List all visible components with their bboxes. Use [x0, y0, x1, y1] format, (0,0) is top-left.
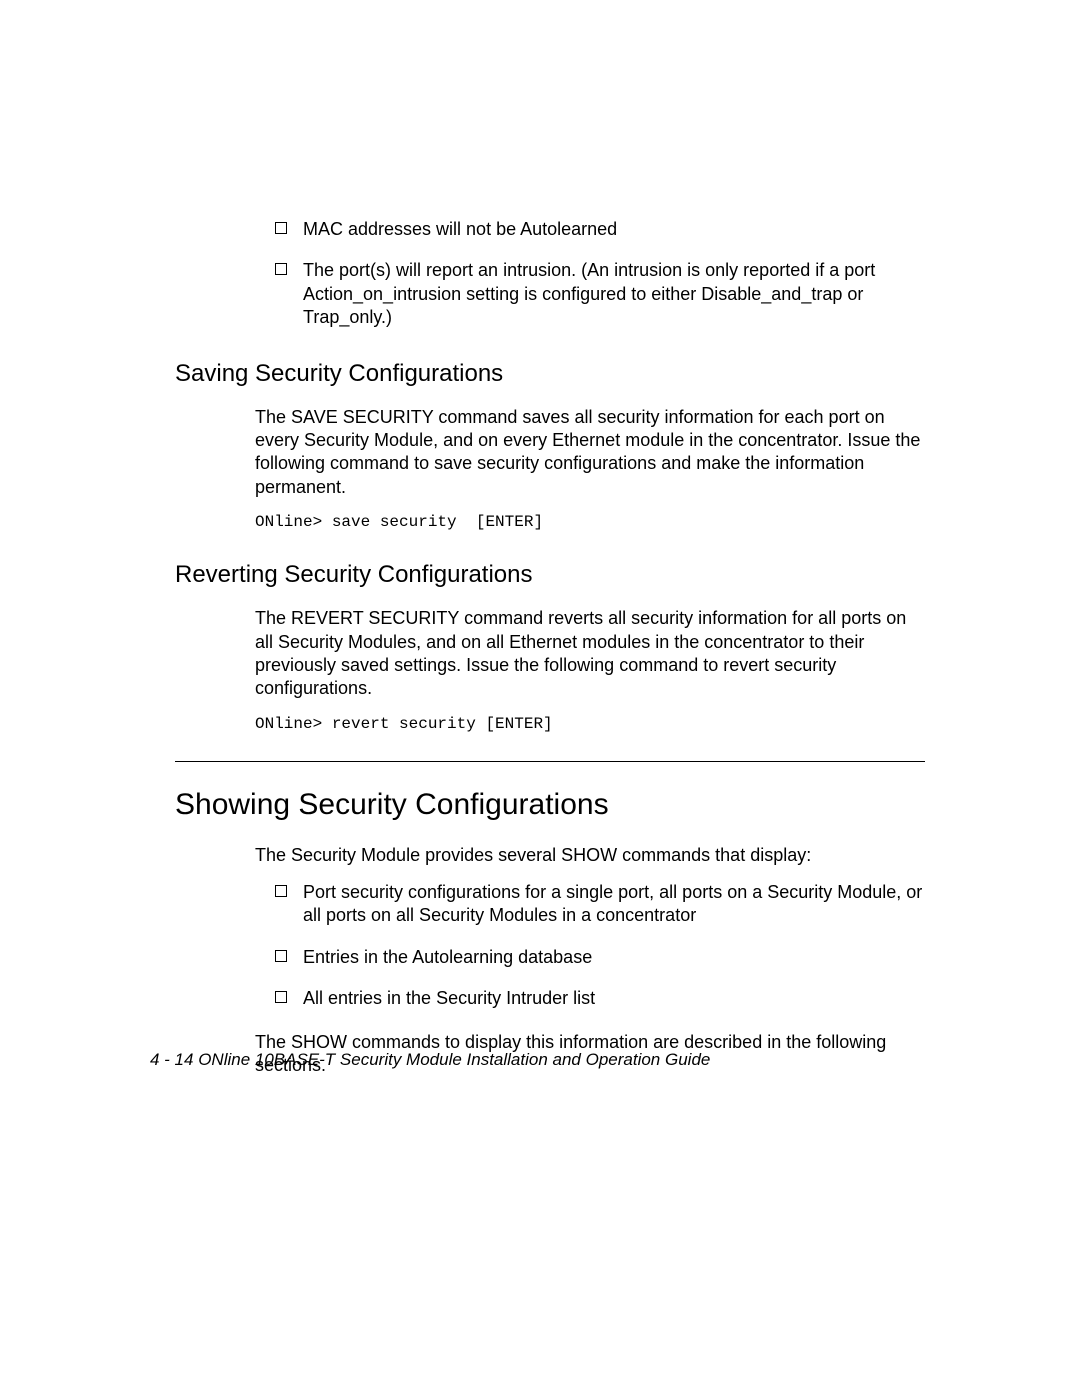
- heading-reverting: Reverting Security Configurations: [175, 561, 925, 589]
- showing-bullet-list: Port security configurations for a singl…: [175, 881, 925, 1011]
- list-item: Entries in the Autolearning database: [275, 946, 925, 969]
- code-saving: ONline> save security [ENTER]: [175, 513, 925, 531]
- list-item: Port security configurations for a singl…: [275, 881, 925, 928]
- list-item: The port(s) will report an intrusion. (A…: [275, 259, 925, 329]
- code-reverting: ONline> revert security [ENTER]: [175, 715, 925, 733]
- heading-saving: Saving Security Configurations: [175, 360, 925, 388]
- heading-showing: Showing Security Configurations: [175, 788, 925, 822]
- page-footer: 4 - 14 ONline 10BASE-T Security Module I…: [150, 1050, 710, 1070]
- para-saving: The SAVE SECURITY command saves all secu…: [175, 406, 925, 500]
- page: MAC addresses will not be Autolearned Th…: [0, 0, 1080, 1397]
- para-showing-intro: The Security Module provides several SHO…: [175, 844, 925, 867]
- para-reverting: The REVERT SECURITY command reverts all …: [175, 607, 925, 701]
- top-bullet-list: MAC addresses will not be Autolearned Th…: [175, 218, 925, 330]
- section-rule: [175, 761, 925, 762]
- list-item: MAC addresses will not be Autolearned: [275, 218, 925, 241]
- list-item: All entries in the Security Intruder lis…: [275, 987, 925, 1010]
